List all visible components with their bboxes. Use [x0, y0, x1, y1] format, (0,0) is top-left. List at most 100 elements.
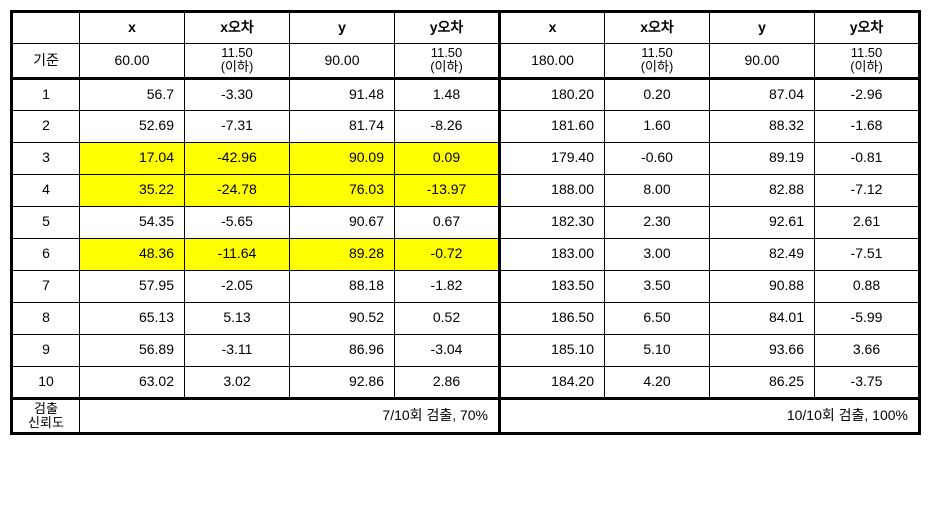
table-row: 435.22-24.7876.03-13.97188.008.0082.88-7…: [12, 174, 920, 206]
right-x: 181.60: [500, 110, 605, 142]
right-y: 86.25: [710, 366, 815, 398]
left-yerr: 0.09: [395, 142, 500, 174]
left-x: 48.36: [80, 238, 185, 270]
left-xerr: -3.11: [185, 334, 290, 366]
ref-left-yerr-val: 11.50: [431, 45, 463, 60]
right-x: 186.50: [500, 302, 605, 334]
header-blank: [12, 12, 80, 44]
ref-left-xerr-note: (이하): [221, 59, 254, 74]
row-index: 4: [12, 174, 80, 206]
right-xerr: 4.20: [605, 366, 710, 398]
table-row: 865.135.1390.520.52186.506.5084.01-5.99: [12, 302, 920, 334]
footer-row: 검출 신뢰도 7/10회 검출, 70% 10/10회 검출, 100%: [12, 398, 920, 434]
left-y: 81.74: [290, 110, 395, 142]
left-x: 65.13: [80, 302, 185, 334]
right-y: 92.61: [710, 206, 815, 238]
row-index: 5: [12, 206, 80, 238]
right-xerr: 0.20: [605, 78, 710, 110]
right-yerr: -1.68: [815, 110, 920, 142]
right-y: 84.01: [710, 302, 815, 334]
left-yerr: 2.86: [395, 366, 500, 398]
left-y: 76.03: [290, 174, 395, 206]
left-yerr: -1.82: [395, 270, 500, 302]
ref-left-yerr-note: (이하): [430, 59, 463, 74]
right-yerr: -7.51: [815, 238, 920, 270]
right-x: 185.10: [500, 334, 605, 366]
right-x: 184.20: [500, 366, 605, 398]
left-xerr: -11.64: [185, 238, 290, 270]
right-xerr: 3.00: [605, 238, 710, 270]
header-y-left: y: [290, 12, 395, 44]
ref-left-yerr: 11.50 (이하): [395, 44, 500, 79]
table-row: 252.69-7.3181.74-8.26181.601.6088.32-1.6…: [12, 110, 920, 142]
left-yerr: -0.72: [395, 238, 500, 270]
left-y: 91.48: [290, 78, 395, 110]
ref-right-xerr: 11.50 (이하): [605, 44, 710, 79]
header-yerr-right: y오차: [815, 12, 920, 44]
right-yerr: -0.81: [815, 142, 920, 174]
right-yerr: -2.96: [815, 78, 920, 110]
left-x: 54.35: [80, 206, 185, 238]
left-yerr: 0.52: [395, 302, 500, 334]
ref-right-yerr-note: (이하): [850, 59, 883, 74]
ref-right-y: 90.00: [710, 44, 815, 79]
right-y: 82.49: [710, 238, 815, 270]
right-xerr: -0.60: [605, 142, 710, 174]
left-x: 56.89: [80, 334, 185, 366]
right-yerr: 0.88: [815, 270, 920, 302]
table-row: 317.04-42.9690.090.09179.40-0.6089.19-0.…: [12, 142, 920, 174]
table-row: 648.36-11.6489.28-0.72183.003.0082.49-7.…: [12, 238, 920, 270]
left-xerr: 3.02: [185, 366, 290, 398]
right-yerr: 2.61: [815, 206, 920, 238]
header-y-right: y: [710, 12, 815, 44]
left-yerr: -13.97: [395, 174, 500, 206]
right-x: 180.20: [500, 78, 605, 110]
right-xerr: 1.60: [605, 110, 710, 142]
footer-label: 검출 신뢰도: [12, 398, 80, 434]
row-index: 3: [12, 142, 80, 174]
left-x: 17.04: [80, 142, 185, 174]
left-y: 88.18: [290, 270, 395, 302]
left-xerr: -7.31: [185, 110, 290, 142]
left-xerr: -42.96: [185, 142, 290, 174]
right-x: 183.50: [500, 270, 605, 302]
right-xerr: 8.00: [605, 174, 710, 206]
right-x: 179.40: [500, 142, 605, 174]
left-x: 56.7: [80, 78, 185, 110]
right-y: 82.88: [710, 174, 815, 206]
left-y: 86.96: [290, 334, 395, 366]
left-yerr: 1.48: [395, 78, 500, 110]
row-index: 8: [12, 302, 80, 334]
right-xerr: 3.50: [605, 270, 710, 302]
ref-left-x: 60.00: [80, 44, 185, 79]
left-y: 90.52: [290, 302, 395, 334]
left-xerr: -24.78: [185, 174, 290, 206]
header-xerr-right: x오차: [605, 12, 710, 44]
ref-right-xerr-note: (이하): [641, 59, 674, 74]
ref-right-yerr: 11.50 (이하): [815, 44, 920, 79]
right-x: 183.00: [500, 238, 605, 270]
left-y: 89.28: [290, 238, 395, 270]
left-xerr: -2.05: [185, 270, 290, 302]
right-y: 89.19: [710, 142, 815, 174]
left-xerr: -5.65: [185, 206, 290, 238]
right-xerr: 6.50: [605, 302, 710, 334]
header-row: x x오차 y y오차 x x오차 y y오차: [12, 12, 920, 44]
footer-label-bot: 신뢰도: [28, 415, 64, 430]
left-xerr: -3.30: [185, 78, 290, 110]
left-xerr: 5.13: [185, 302, 290, 334]
right-xerr: 5.10: [605, 334, 710, 366]
ref-right-yerr-val: 11.50: [851, 45, 883, 60]
right-yerr: 3.66: [815, 334, 920, 366]
ref-left-xerr-val: 11.50: [221, 45, 253, 60]
right-yerr: -3.75: [815, 366, 920, 398]
table-row: 956.89-3.1186.96-3.04185.105.1093.663.66: [12, 334, 920, 366]
footer-right: 10/10회 검출, 100%: [500, 398, 920, 434]
right-y: 90.88: [710, 270, 815, 302]
data-table: x x오차 y y오차 x x오차 y y오차 기준 60.00 11.50 (…: [10, 10, 921, 435]
table-row: 1063.023.0292.862.86184.204.2086.25-3.75: [12, 366, 920, 398]
row-index: 9: [12, 334, 80, 366]
right-x: 182.30: [500, 206, 605, 238]
left-y: 90.67: [290, 206, 395, 238]
row-index: 2: [12, 110, 80, 142]
